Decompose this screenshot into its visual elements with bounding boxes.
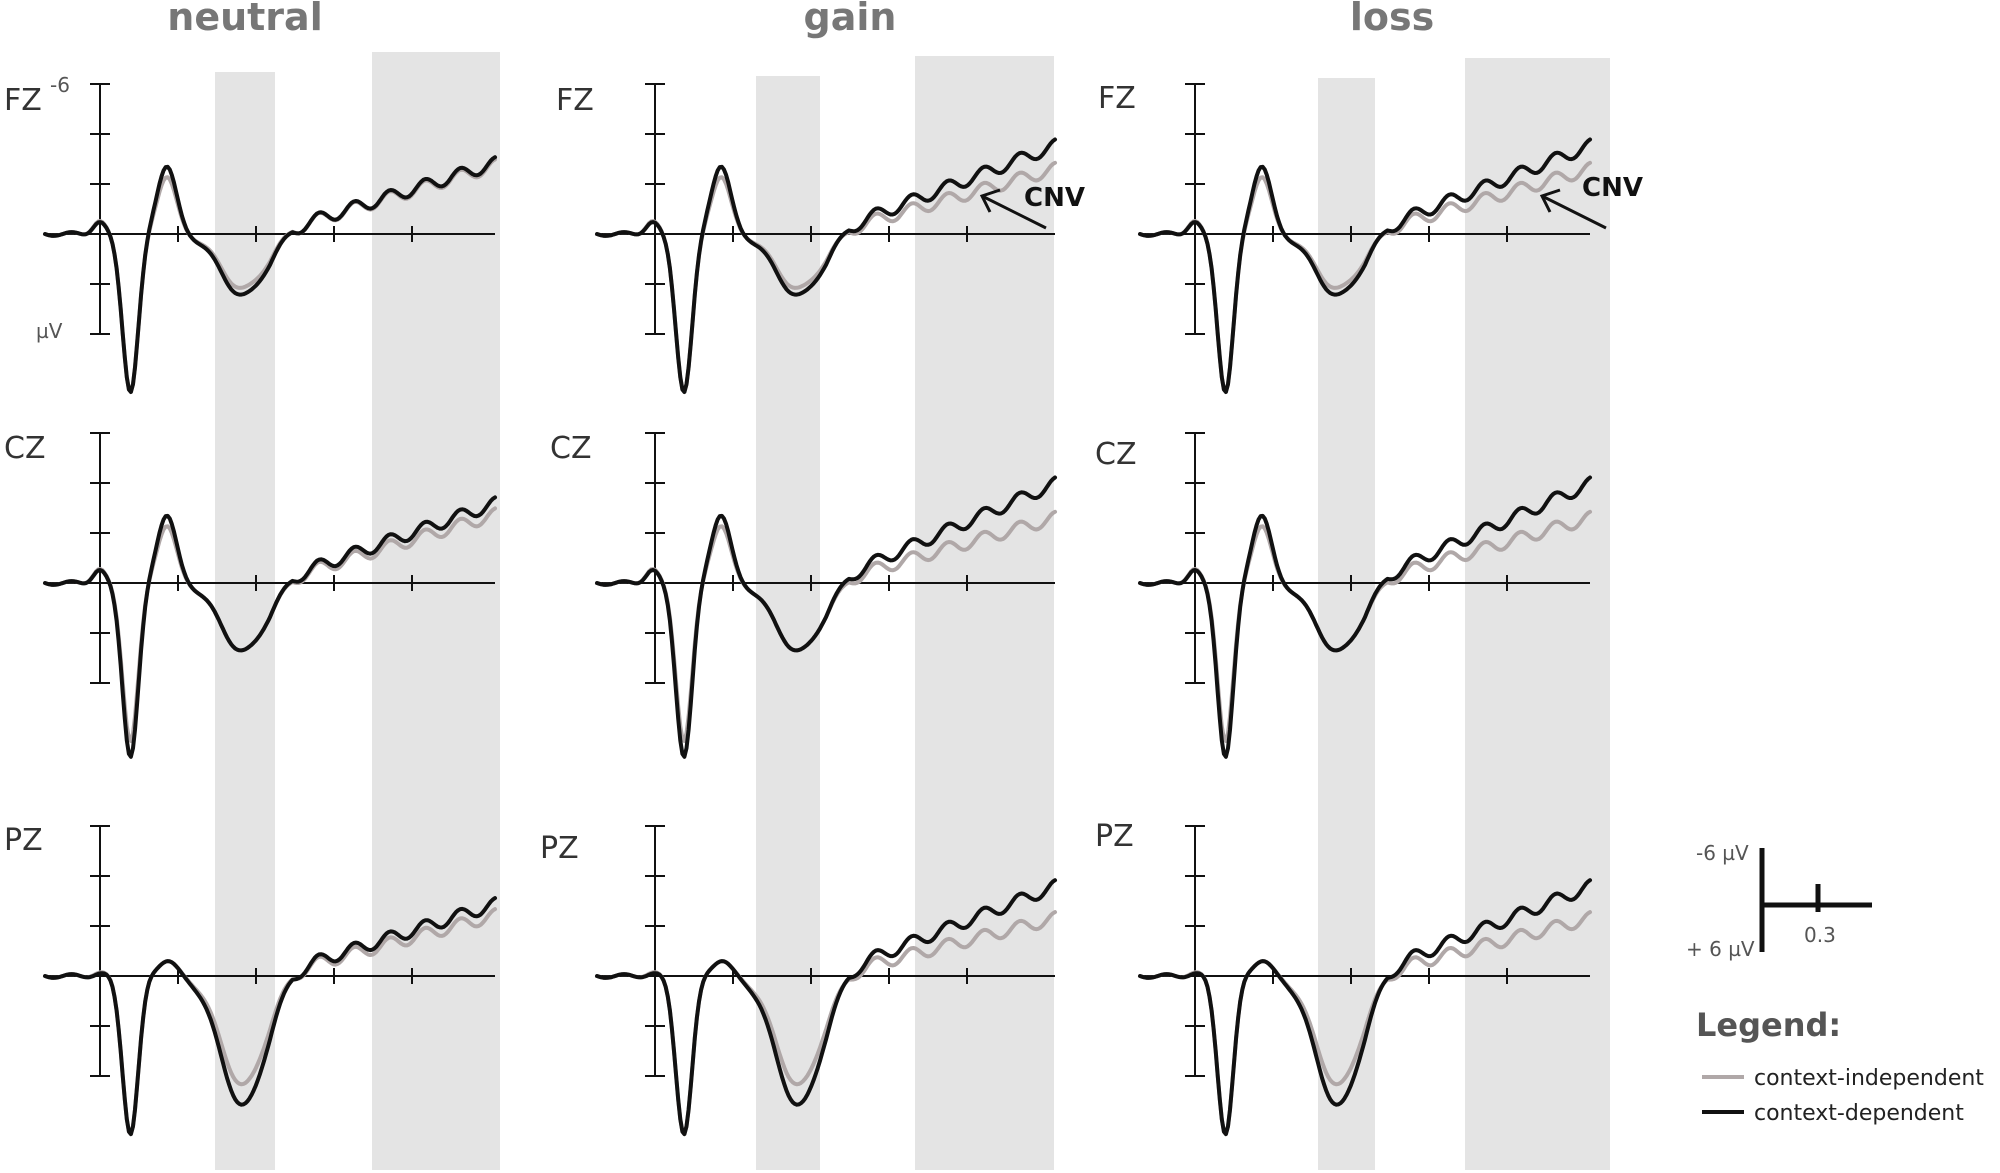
scale-bar bbox=[1759, 848, 1872, 952]
cnv-label-gain: CNV bbox=[1024, 183, 1085, 213]
trace-dependent-PZ-gain bbox=[595, 878, 1057, 1137]
column-title-neutral: neutral bbox=[167, 0, 322, 39]
column-title-loss: loss bbox=[1350, 0, 1434, 39]
y-unit-label: µV bbox=[36, 319, 63, 343]
electrode-label-pz-gain: PZ bbox=[540, 831, 579, 866]
trace-dependent-FZ-loss bbox=[1138, 137, 1592, 394]
y-tick-label-top: -6 bbox=[50, 73, 70, 97]
trace-dependent-CZ-neutral bbox=[43, 495, 497, 759]
electrode-label-fz-gain: FZ bbox=[556, 83, 594, 118]
trace-dependent-FZ-gain bbox=[595, 137, 1057, 394]
traces-layer bbox=[43, 137, 1592, 1137]
legend-title: Legend: bbox=[1696, 1006, 1841, 1044]
shade-window-1-neutral bbox=[215, 72, 275, 1170]
shaded-windows bbox=[215, 52, 1610, 1170]
trace-dependent-PZ-loss bbox=[1138, 878, 1592, 1137]
cnv-label-loss: CNV bbox=[1582, 173, 1643, 203]
cnv-arrow-loss bbox=[1539, 188, 1607, 230]
column-title-gain: gain bbox=[804, 0, 897, 39]
electrode-label-pz-neutral: PZ bbox=[4, 823, 43, 858]
trace-dependent-FZ-neutral bbox=[43, 155, 497, 394]
shade-window-2-loss bbox=[1465, 58, 1610, 1170]
trace-dependent-CZ-gain bbox=[595, 475, 1057, 759]
electrode-label-cz-neutral: CZ bbox=[4, 431, 46, 466]
shade-window-2-neutral bbox=[372, 52, 500, 1170]
trace-dependent-CZ-loss bbox=[1138, 475, 1592, 759]
scale-bar-bottom-label: + 6 µV bbox=[1686, 937, 1755, 961]
electrode-label-cz-gain: CZ bbox=[550, 431, 592, 466]
electrode-label-pz-loss: PZ bbox=[1095, 819, 1134, 854]
cnv-arrow-gain bbox=[979, 188, 1047, 230]
electrode-label-cz-loss: CZ bbox=[1095, 437, 1137, 472]
legend-label-independent: context-independent bbox=[1754, 1066, 1984, 1091]
electrode-label-fz-loss: FZ bbox=[1098, 81, 1136, 116]
shade-window-1-loss bbox=[1318, 78, 1375, 1170]
shade-window-2-gain bbox=[915, 56, 1054, 1170]
scale-bar-top-label: -6 µV bbox=[1696, 841, 1749, 865]
legend-label-dependent: context-dependent bbox=[1754, 1101, 1964, 1126]
scale-bar-time-label: 0.3 bbox=[1804, 923, 1836, 947]
trace-dependent-PZ-neutral bbox=[43, 896, 497, 1137]
electrode-label-fz-neutral: FZ bbox=[4, 83, 42, 118]
axes-layer bbox=[45, 83, 1590, 1077]
